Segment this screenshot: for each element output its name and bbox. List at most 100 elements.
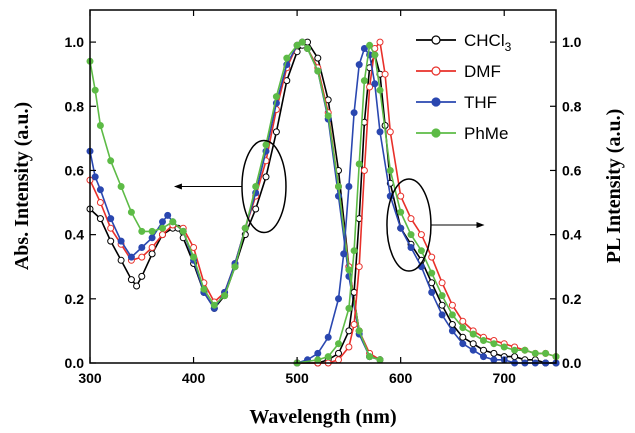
legend-item: THF — [416, 93, 497, 112]
data-point — [345, 327, 353, 335]
data-point — [371, 80, 379, 88]
data-point — [138, 244, 146, 251]
annotation-layer — [173, 139, 485, 272]
data-point — [314, 67, 322, 75]
x-tick-label: 300 — [78, 370, 102, 386]
data-point — [407, 215, 415, 223]
data-point — [366, 41, 374, 49]
data-point — [159, 224, 166, 232]
x-tick-label: 400 — [182, 370, 206, 386]
data-point — [117, 237, 125, 245]
data-point — [91, 173, 99, 181]
data-point — [376, 356, 384, 364]
data-point — [397, 208, 405, 216]
series-line — [89, 41, 381, 361]
data-point — [428, 279, 436, 287]
data-point — [438, 301, 446, 309]
data-point — [96, 199, 104, 206]
y-tick-label-right: 0.6 — [562, 162, 582, 178]
data-point — [314, 349, 322, 357]
legend-marker — [431, 35, 441, 45]
data-point — [366, 353, 374, 361]
y-axis-title-right: PL Intensity (a.u.) — [603, 109, 625, 263]
data-point — [521, 346, 529, 354]
data-point — [345, 304, 353, 312]
data-point — [542, 349, 550, 357]
data-point — [221, 292, 229, 300]
series-line — [89, 41, 381, 361]
data-point — [417, 231, 425, 239]
data-point — [480, 337, 487, 344]
data-point — [397, 192, 405, 200]
data-point — [335, 349, 342, 357]
series-line — [296, 42, 557, 364]
y-tick-label-right: 0.8 — [562, 98, 582, 114]
y-tick-label-left: 0.0 — [65, 355, 85, 371]
data-point — [360, 77, 368, 85]
data-point — [283, 54, 291, 62]
data-point — [262, 141, 270, 149]
data-point — [117, 256, 125, 264]
data-point — [360, 167, 368, 174]
data-point — [355, 61, 363, 69]
data-point — [376, 38, 384, 46]
data-point — [490, 340, 498, 348]
data-point — [262, 173, 270, 181]
legend-marker — [431, 97, 441, 107]
data-point — [511, 346, 519, 354]
data-point — [190, 253, 198, 261]
data-point — [252, 205, 260, 213]
data-point — [355, 327, 363, 335]
data-point — [366, 83, 374, 91]
data-point — [469, 330, 477, 338]
data-point — [272, 93, 280, 101]
data-point — [107, 237, 115, 245]
data-point — [340, 250, 348, 258]
data-point — [179, 227, 187, 235]
data-point — [159, 218, 166, 226]
series-layer — [86, 38, 560, 367]
data-point — [96, 186, 104, 194]
data-point — [107, 215, 115, 223]
data-point — [91, 86, 99, 94]
series-line — [297, 40, 557, 364]
data-point — [133, 282, 141, 290]
data-point — [324, 353, 332, 361]
data-point — [428, 288, 436, 296]
data-point — [345, 343, 353, 351]
data-point — [469, 346, 477, 354]
data-point — [345, 183, 353, 190]
legend-item: DMF — [416, 62, 501, 81]
data-point — [355, 263, 363, 271]
data-point — [107, 224, 115, 232]
data-point — [386, 167, 394, 174]
data-point — [448, 301, 456, 309]
data-point — [448, 327, 456, 335]
data-point — [298, 38, 306, 46]
data-point — [428, 269, 436, 277]
data-point — [350, 321, 358, 328]
data-point — [241, 224, 249, 232]
data-point — [407, 231, 415, 239]
y-tick-label-left: 0.8 — [65, 98, 85, 114]
data-point — [304, 45, 311, 52]
y-tick-label-right: 0.4 — [562, 227, 582, 243]
data-point — [376, 128, 384, 136]
ticks-layer: 300 400 500 600 700 0.0 0.0 0.2 0.2 0.4 0.4 0.6 0.6 0… — [65, 10, 582, 386]
data-point — [490, 356, 498, 364]
data-point — [438, 279, 446, 287]
legend-label: CHCl3 — [464, 31, 512, 54]
data-point — [159, 231, 166, 239]
series-line — [89, 41, 381, 361]
legend-marker — [431, 66, 441, 76]
data-point — [459, 340, 467, 348]
data-point — [345, 266, 353, 274]
data-point — [169, 218, 177, 226]
data-point — [459, 317, 467, 325]
data-point — [355, 160, 363, 168]
data-point — [381, 70, 389, 78]
data-point — [531, 349, 539, 357]
data-point — [459, 333, 467, 341]
y-tick-label-left: 0.2 — [65, 291, 85, 307]
data-point — [231, 263, 239, 271]
